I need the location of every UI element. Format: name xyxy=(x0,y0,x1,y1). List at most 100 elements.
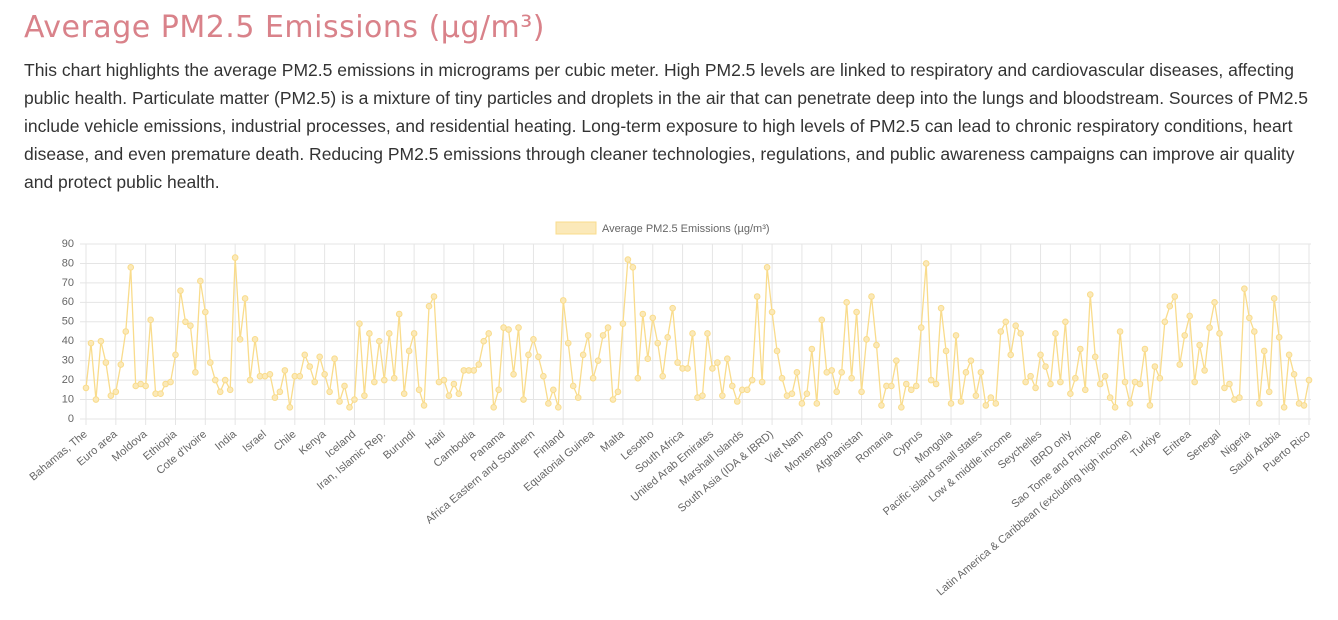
data-point xyxy=(1091,353,1099,361)
data-point xyxy=(1275,334,1283,341)
data-point xyxy=(788,390,796,398)
data-point xyxy=(226,386,234,394)
data-point xyxy=(1121,378,1129,386)
data-point xyxy=(942,347,950,355)
data-point xyxy=(669,304,676,312)
data-point xyxy=(286,404,294,411)
data-point xyxy=(654,339,662,347)
data-point xyxy=(589,374,597,382)
data-point xyxy=(604,324,612,331)
data-point xyxy=(1052,330,1059,337)
data-point xyxy=(535,353,542,361)
data-point xyxy=(470,367,478,374)
data-point xyxy=(296,372,304,380)
data-point xyxy=(1255,400,1263,407)
data-point xyxy=(1027,372,1034,380)
data-point xyxy=(704,330,711,337)
data-point xyxy=(1111,404,1119,411)
data-point xyxy=(157,390,164,398)
data-point xyxy=(241,295,249,302)
data-point xyxy=(843,299,850,306)
data-point xyxy=(117,361,125,368)
data-point xyxy=(997,328,1005,335)
data-point xyxy=(912,382,920,390)
data-point xyxy=(211,376,219,384)
data-point xyxy=(1176,361,1184,368)
data-point xyxy=(356,320,363,328)
data-point xyxy=(579,351,587,359)
data-point xyxy=(748,376,756,384)
data-point xyxy=(917,324,925,331)
data-point xyxy=(709,365,716,372)
y-tick-label: 50 xyxy=(62,316,74,328)
data-point xyxy=(1042,363,1049,370)
data-point xyxy=(505,326,512,333)
data-point xyxy=(281,367,289,374)
data-point xyxy=(768,308,776,316)
data-point xyxy=(689,330,696,337)
data-point xyxy=(371,378,378,386)
y-tick-label: 0 xyxy=(68,413,74,425)
data-point xyxy=(246,376,254,384)
data-point xyxy=(1260,347,1268,355)
data-point xyxy=(276,388,284,396)
data-point xyxy=(619,320,627,328)
x-tick-label: Israel xyxy=(240,428,268,454)
data-point xyxy=(410,330,418,337)
data-point xyxy=(1062,318,1069,326)
data-point xyxy=(1270,295,1278,302)
data-point xyxy=(395,310,403,318)
data-point xyxy=(818,316,826,324)
data-point xyxy=(112,388,120,396)
data-point xyxy=(639,310,647,318)
data-point xyxy=(1166,302,1174,310)
data-point xyxy=(559,297,567,304)
x-tick-label: Burundi xyxy=(381,428,418,462)
data-point xyxy=(251,335,259,343)
data-point xyxy=(1221,384,1228,392)
data-point xyxy=(1251,328,1258,335)
data-point xyxy=(1077,345,1084,353)
data-point xyxy=(609,396,617,403)
data-point xyxy=(1280,404,1288,411)
data-point xyxy=(863,335,870,343)
data-point xyxy=(868,293,875,300)
data-point xyxy=(1151,363,1159,370)
y-tick-label: 80 xyxy=(62,257,74,269)
data-point xyxy=(778,374,786,382)
data-point xyxy=(1012,322,1019,329)
data-point xyxy=(1116,328,1124,335)
data-point xyxy=(1181,332,1189,339)
y-tick-label: 20 xyxy=(62,374,74,386)
data-point xyxy=(1285,351,1293,359)
data-point xyxy=(1201,367,1208,374)
data-point xyxy=(1290,370,1298,378)
data-point xyxy=(982,402,990,409)
data-point xyxy=(510,370,517,378)
description: This chart highlights the average PM2.5 … xyxy=(24,60,1309,192)
data-point xyxy=(445,392,453,399)
data-point xyxy=(898,404,905,411)
data-point xyxy=(530,335,537,343)
data-point xyxy=(550,386,557,394)
data-point xyxy=(92,396,100,403)
x-tick-label: Haiti xyxy=(423,428,448,451)
data-point xyxy=(629,264,637,271)
data-point xyxy=(907,386,915,394)
data-point xyxy=(1136,380,1144,388)
data-point xyxy=(614,388,622,396)
data-point xyxy=(659,372,666,380)
data-point xyxy=(634,374,642,382)
data-point xyxy=(321,370,328,378)
data-point xyxy=(82,384,90,392)
data-point xyxy=(684,365,691,372)
data-point xyxy=(1086,291,1094,298)
data-point xyxy=(1265,388,1273,396)
data-point xyxy=(1196,341,1203,349)
data-point xyxy=(326,388,333,396)
data-point xyxy=(485,330,492,337)
data-point xyxy=(540,372,547,380)
data-point xyxy=(202,308,209,316)
